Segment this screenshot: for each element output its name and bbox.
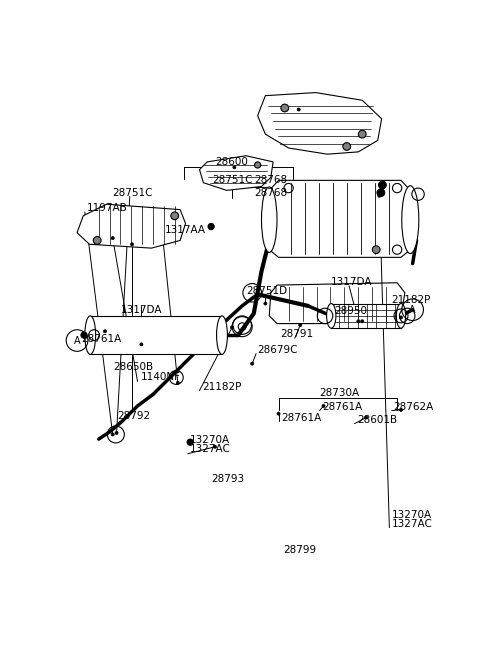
Circle shape (343, 142, 350, 150)
Circle shape (93, 237, 101, 244)
Bar (331, 304, 401, 328)
Circle shape (111, 433, 114, 436)
Text: 13270A: 13270A (190, 435, 230, 445)
Text: 13270A: 13270A (392, 510, 432, 520)
Circle shape (360, 319, 364, 323)
Polygon shape (200, 155, 273, 190)
Circle shape (372, 246, 380, 253)
Text: A: A (409, 305, 416, 315)
Circle shape (379, 181, 386, 189)
Text: 1317AA: 1317AA (165, 224, 205, 235)
Ellipse shape (402, 186, 419, 253)
Circle shape (254, 162, 261, 168)
Circle shape (377, 189, 385, 197)
Text: 21182P: 21182P (392, 295, 431, 306)
Circle shape (277, 412, 280, 415)
Text: 28751C: 28751C (212, 175, 252, 186)
Text: 1140NF: 1140NF (141, 373, 180, 382)
Text: 28761A: 28761A (82, 334, 122, 344)
Circle shape (140, 343, 143, 346)
Text: 28751C: 28751C (112, 188, 152, 197)
Circle shape (81, 332, 87, 338)
Circle shape (322, 405, 325, 407)
Ellipse shape (262, 187, 277, 253)
Text: 1197AB: 1197AB (87, 203, 128, 213)
Circle shape (357, 319, 360, 323)
Polygon shape (269, 283, 405, 323)
Text: 28751D: 28751D (246, 286, 288, 297)
Text: 28792: 28792 (117, 411, 150, 421)
Text: 28768: 28768 (254, 175, 288, 186)
Text: 28761A: 28761A (281, 413, 321, 422)
Ellipse shape (326, 304, 336, 328)
Polygon shape (258, 92, 382, 154)
Circle shape (299, 323, 302, 327)
Circle shape (131, 243, 133, 246)
Polygon shape (269, 180, 410, 257)
Text: 28768: 28768 (254, 188, 288, 197)
Text: 1327AC: 1327AC (392, 519, 432, 529)
Text: 1327AC: 1327AC (190, 444, 231, 454)
Circle shape (171, 212, 179, 220)
Circle shape (176, 381, 180, 384)
Text: 28600: 28600 (216, 157, 249, 167)
Text: 28679C: 28679C (258, 345, 298, 355)
Circle shape (378, 194, 381, 197)
Text: 28730A: 28730A (319, 388, 359, 398)
Text: 1317DA: 1317DA (331, 277, 372, 287)
Circle shape (208, 224, 214, 230)
Text: 28601B: 28601B (357, 415, 397, 425)
Text: 28791: 28791 (280, 329, 313, 339)
Circle shape (103, 330, 107, 333)
Circle shape (187, 439, 193, 445)
Circle shape (230, 326, 234, 329)
Circle shape (399, 408, 403, 411)
Polygon shape (77, 204, 186, 248)
Circle shape (365, 416, 368, 419)
Circle shape (297, 108, 300, 111)
Circle shape (115, 432, 118, 434)
Circle shape (281, 104, 288, 112)
Text: 28650B: 28650B (114, 361, 154, 372)
Ellipse shape (396, 304, 406, 328)
Text: A: A (74, 335, 80, 346)
Circle shape (214, 445, 216, 448)
Ellipse shape (85, 316, 96, 354)
Text: 21182P: 21182P (202, 382, 241, 392)
Bar (90, 316, 222, 354)
Circle shape (359, 131, 366, 138)
Circle shape (111, 237, 114, 239)
Text: 28793: 28793 (212, 474, 245, 484)
Text: 1317DA: 1317DA (120, 305, 162, 315)
Text: 28762A: 28762A (393, 401, 433, 412)
Text: 28799: 28799 (284, 545, 317, 555)
Circle shape (264, 302, 267, 305)
Circle shape (251, 362, 254, 365)
Circle shape (233, 166, 236, 169)
Circle shape (399, 316, 403, 319)
Text: 28950: 28950 (334, 306, 367, 316)
Ellipse shape (216, 316, 228, 354)
Text: 28761A: 28761A (322, 401, 362, 412)
